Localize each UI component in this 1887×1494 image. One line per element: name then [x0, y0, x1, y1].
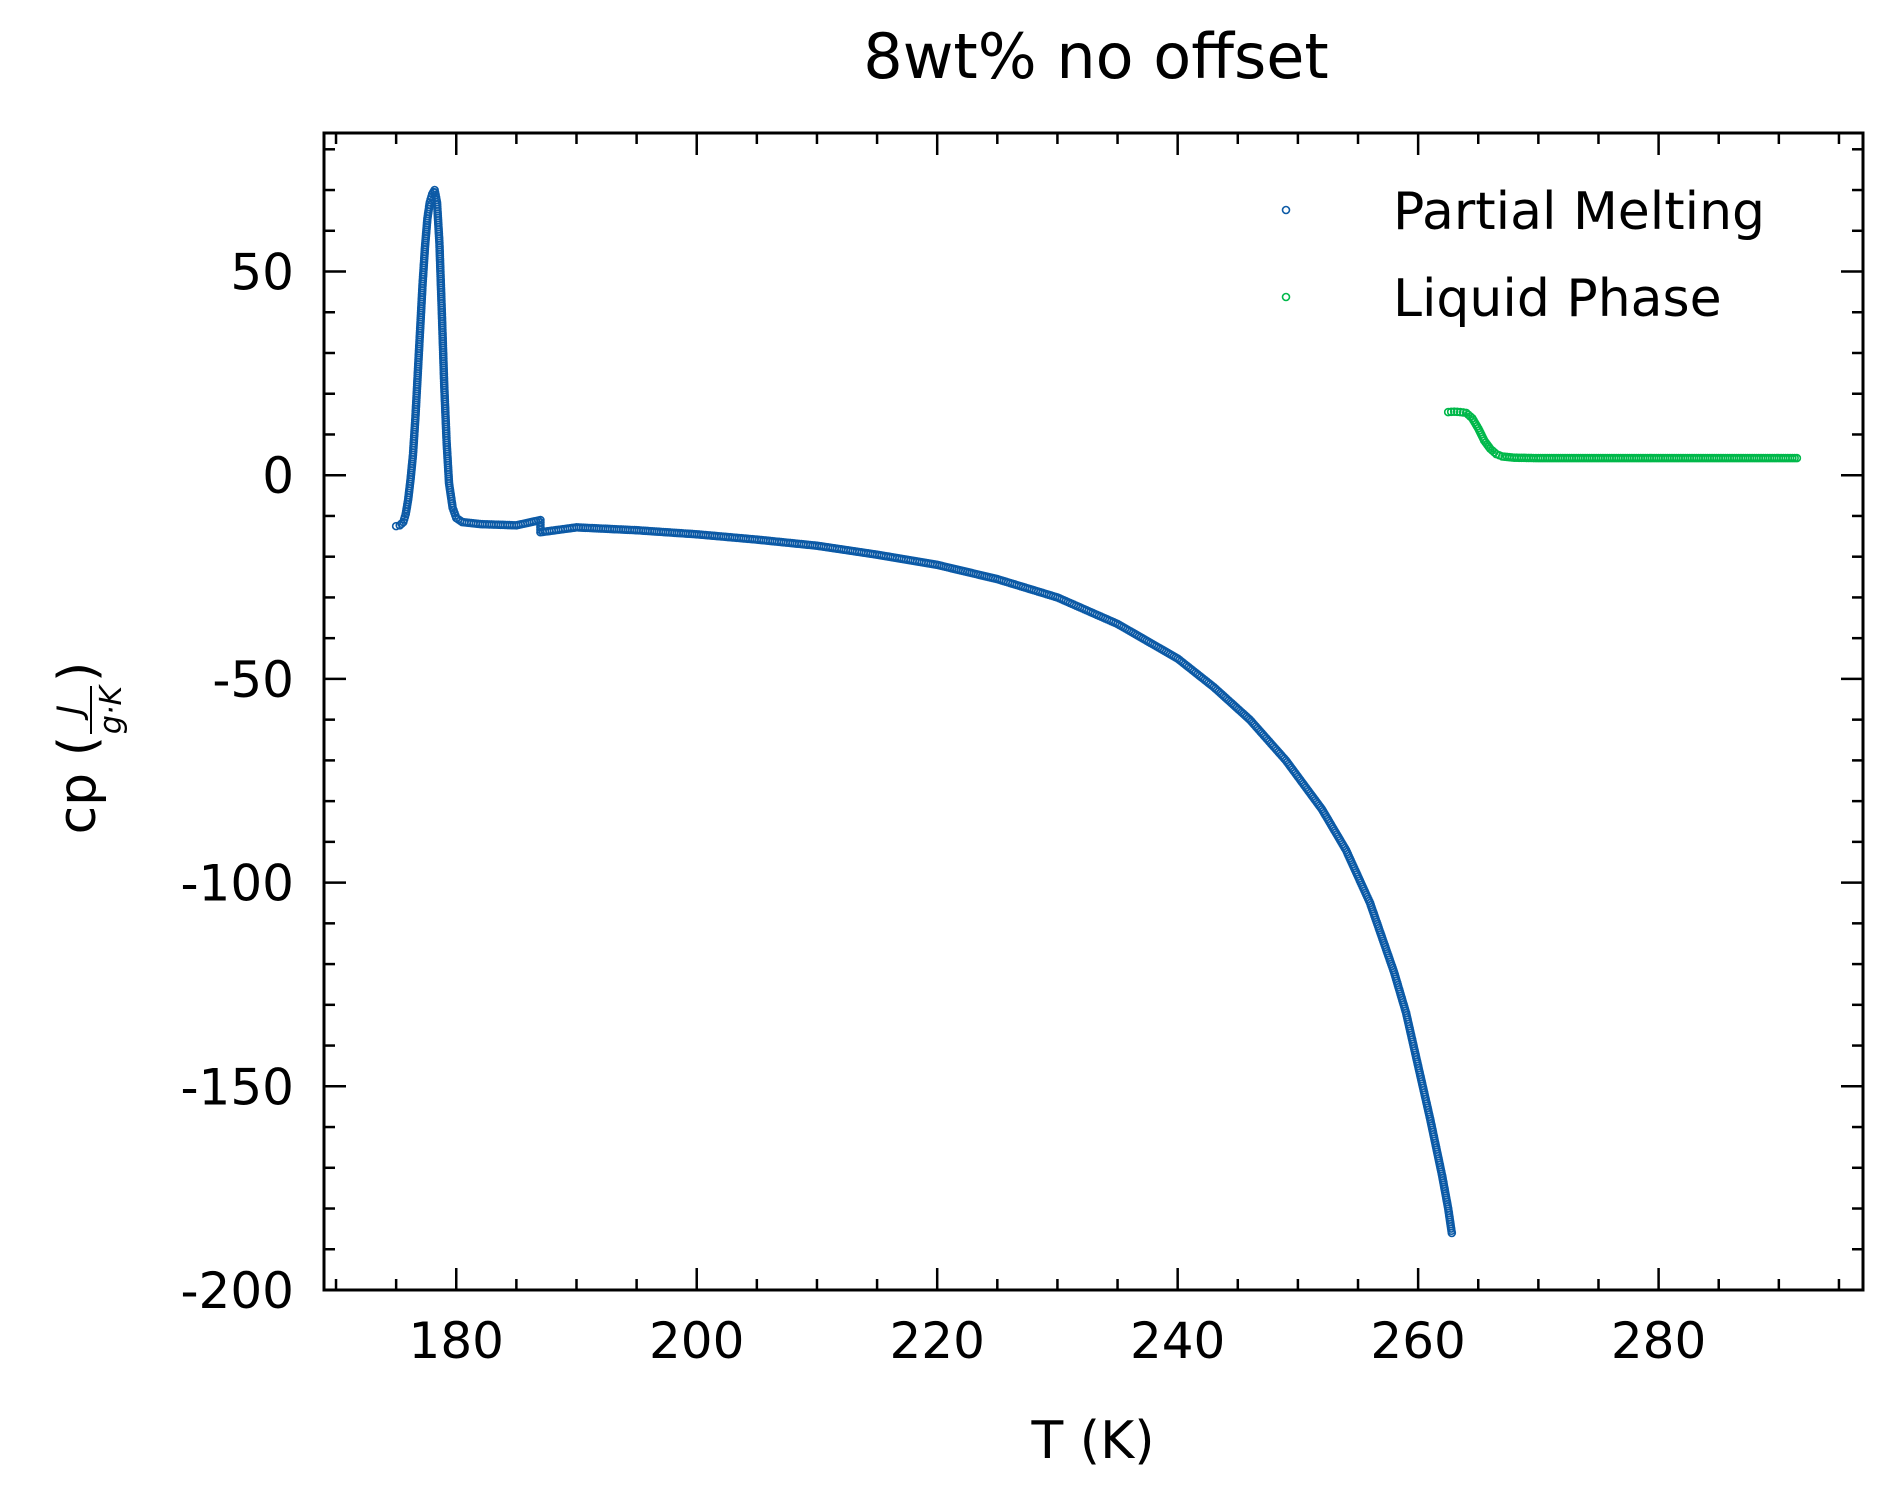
data-point	[1449, 407, 1459, 416]
plot-frame	[322, 131, 1865, 1292]
x-tick-label: 200	[649, 1312, 744, 1370]
legend-marker-partial-melting	[1281, 205, 1291, 215]
y-axis-label-suffix: )	[48, 662, 108, 682]
series-partial-melting	[391, 185, 1457, 1238]
y-axis-label: cp ( J g·K )	[48, 662, 129, 835]
x-tick-label: 280	[1611, 1312, 1706, 1370]
x-tick-label: 240	[1130, 1312, 1225, 1370]
y-tick-label: -150	[181, 1058, 294, 1116]
y-tick-label: -100	[181, 855, 294, 913]
data-point	[1447, 1228, 1457, 1238]
chart-title: 8wt% no offset	[863, 20, 1328, 93]
x-tick-label: 180	[409, 1312, 504, 1370]
y-tick-labels: -200 -150 -100 -50 0 50	[181, 244, 294, 1320]
legend: Partial Melting Liquid Phase	[1281, 182, 1765, 329]
series-liquid-phase	[1443, 407, 1802, 463]
legend-marker-liquid-phase	[1281, 292, 1291, 302]
axis-ticks	[324, 133, 1863, 1292]
y-axis-label-numerator: J	[50, 705, 90, 721]
data-point-interp	[1452, 407, 1462, 417]
data-point	[1792, 453, 1802, 463]
x-axis-label: T (K)	[1031, 1411, 1155, 1471]
legend-label-partial-melting: Partial Melting	[1393, 182, 1765, 242]
data-point-interp	[397, 519, 406, 528]
data-point-interp	[1458, 408, 1468, 417]
x-tick-label: 260	[1370, 1312, 1465, 1370]
y-tick-label: 50	[230, 244, 294, 302]
y-tick-label: -50	[212, 651, 294, 709]
data-point	[1443, 407, 1453, 417]
data-points	[391, 185, 1802, 1238]
data-point	[1455, 407, 1465, 417]
y-tick-label: 0	[262, 447, 294, 505]
y-tick-label: -200	[181, 1262, 294, 1320]
x-tick-label: 220	[889, 1312, 984, 1370]
y-axis-label-denominator: g·K	[94, 684, 129, 735]
y-axis-label-prefix: cp (	[48, 736, 108, 834]
legend-label-liquid-phase: Liquid Phase	[1393, 269, 1722, 329]
x-tick-labels: 180 200 220 240 260 280	[409, 1312, 1707, 1370]
data-point-interp	[1446, 407, 1456, 417]
